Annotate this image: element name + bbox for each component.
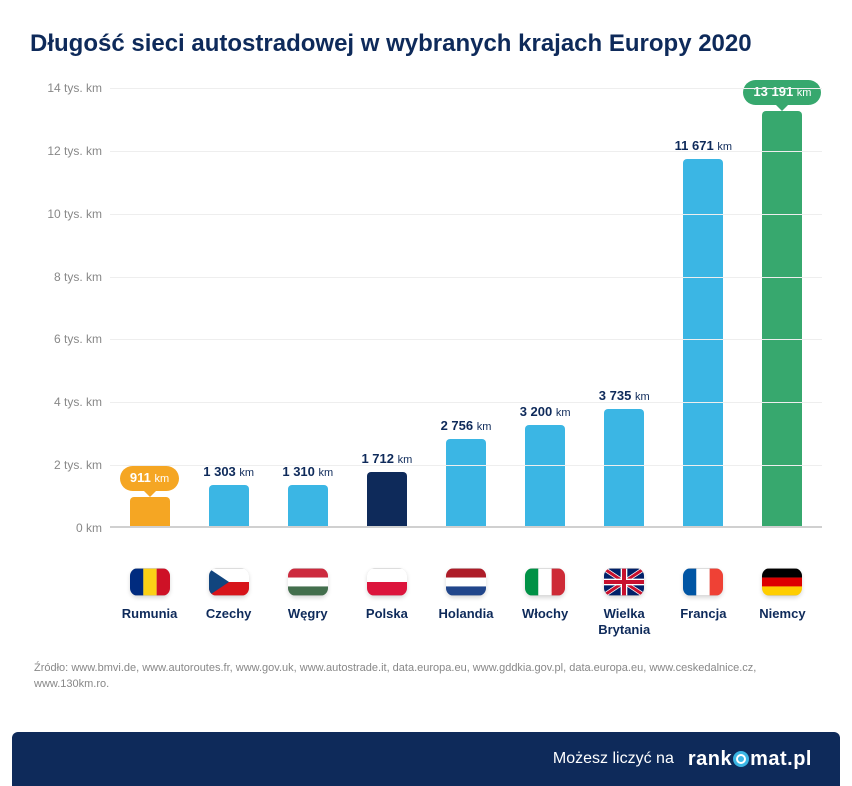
flag-icon (130, 568, 170, 596)
bar-column: 1 303 km (189, 464, 268, 526)
x-axis-item: Holandia (426, 568, 505, 637)
bar (762, 111, 802, 526)
bar-column: 1 712 km (347, 451, 426, 526)
country-label: Francja (680, 606, 726, 622)
logo-prefix: rank (688, 748, 732, 770)
gridline (110, 277, 822, 278)
x-axis-item: Rumunia (110, 568, 189, 637)
bar (288, 485, 328, 526)
country-label: Rumunia (122, 606, 178, 622)
country-label: Czechy (206, 606, 252, 622)
bar (525, 425, 565, 526)
footer: Możesz liczyć na rank mat.pl (12, 732, 840, 786)
y-tick-label: 12 tys. km (30, 144, 102, 158)
gridline (110, 402, 822, 403)
flag-icon (683, 568, 723, 596)
country-label: Niemcy (759, 606, 805, 622)
bar (446, 439, 486, 526)
x-axis-item: WielkaBrytania (585, 568, 664, 637)
bar-value-label: 3 200 km (520, 404, 571, 419)
bar (130, 497, 170, 526)
bar-value-label: 13 191 km (743, 80, 821, 105)
logo-suffix: mat.pl (750, 748, 812, 770)
bar-column: 2 756 km (426, 418, 505, 526)
y-tick-label: 0 km (30, 521, 102, 535)
bar-column: 1 310 km (268, 464, 347, 526)
footer-logo: rank mat.pl (688, 748, 812, 771)
x-axis-item: Niemcy (743, 568, 822, 637)
source-text: Źródło: www.bmvi.de, www.autoroutes.fr, … (30, 661, 822, 692)
country-label: WielkaBrytania (598, 606, 650, 637)
bar-column: 911 km (110, 466, 189, 526)
plot: 911 km 1 303 km 1 310 km 1 712 km 2 756 km 3 … (110, 88, 822, 528)
bar-column: 11 671 km (664, 138, 743, 526)
bar (367, 472, 407, 526)
gridline (110, 339, 822, 340)
y-tick-label: 4 tys. km (30, 395, 102, 409)
x-axis: Rumunia Czechy Węgry Polska Holandia Włochy Wi… (30, 568, 822, 637)
bar-column: 13 191 km (743, 80, 822, 526)
bar-column: 3 735 km (585, 388, 664, 526)
country-label: Węgry (288, 606, 328, 622)
logo-star-icon (733, 751, 749, 767)
source-body: www.bmvi.de, www.autoroutes.fr, www.gov.… (34, 662, 756, 689)
bar-value-label: 3 735 km (599, 388, 650, 403)
x-axis-item: Czechy (189, 568, 268, 637)
flag-icon (288, 568, 328, 596)
flag-icon (604, 568, 644, 596)
gridline (110, 88, 822, 89)
pill-arrow-icon (144, 491, 156, 497)
flag-icon (525, 568, 565, 596)
y-tick-label: 8 tys. km (30, 270, 102, 284)
pill-arrow-icon (776, 105, 788, 111)
bar-value-label: 911 km (120, 466, 179, 491)
flag-icon (446, 568, 486, 596)
bar (604, 409, 644, 526)
chart-area: 0 km 2 tys. km 4 tys. km 6 tys. km 8 tys. km… (30, 88, 822, 558)
x-axis-item: Francja (664, 568, 743, 637)
bar-value-label: 1 712 km (361, 451, 412, 466)
source-label: Źródło: (34, 662, 68, 674)
y-tick-label: 6 tys. km (30, 332, 102, 346)
gridline (110, 465, 822, 466)
gridline (110, 151, 822, 152)
flag-icon (367, 568, 407, 596)
country-label: Włochy (522, 606, 568, 622)
gridline (110, 214, 822, 215)
bar-value-label: 2 756 km (441, 418, 492, 433)
bar (209, 485, 249, 526)
y-tick-label: 10 tys. km (30, 207, 102, 221)
flag-icon (762, 568, 802, 596)
y-tick-label: 2 tys. km (30, 458, 102, 472)
footer-text: Możesz liczyć na (553, 750, 674, 768)
country-label: Polska (366, 606, 408, 622)
chart-title: Długość sieci autostradowej w wybranych … (30, 30, 822, 58)
bar-value-label: 1 303 km (203, 464, 254, 479)
x-axis-item: Polska (347, 568, 426, 637)
bars-container: 911 km 1 303 km 1 310 km 1 712 km 2 756 km 3 … (110, 88, 822, 526)
x-axis-item: Włochy (506, 568, 585, 637)
flag-icon (209, 568, 249, 596)
country-label: Holandia (439, 606, 494, 622)
y-axis: 0 km 2 tys. km 4 tys. km 6 tys. km 8 tys. km… (30, 88, 110, 558)
x-axis-item: Węgry (268, 568, 347, 637)
y-tick-label: 14 tys. km (30, 81, 102, 95)
